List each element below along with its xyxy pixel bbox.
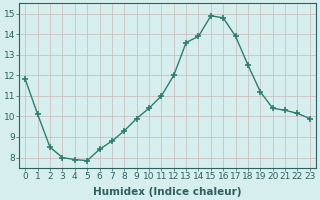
X-axis label: Humidex (Indice chaleur): Humidex (Indice chaleur) bbox=[93, 187, 242, 197]
